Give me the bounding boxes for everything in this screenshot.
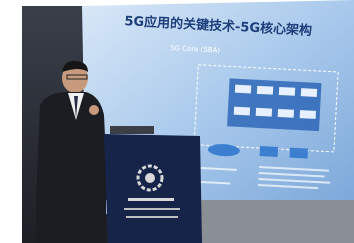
table — [180, 200, 354, 243]
photo: 5G应用的关键技术-5G核心架构 5G Core (SBA) — [0, 0, 354, 243]
laptop — [110, 126, 154, 134]
page: 5G应用的关键技术-5G核心架构 5G Core (SBA) — [0, 0, 354, 243]
